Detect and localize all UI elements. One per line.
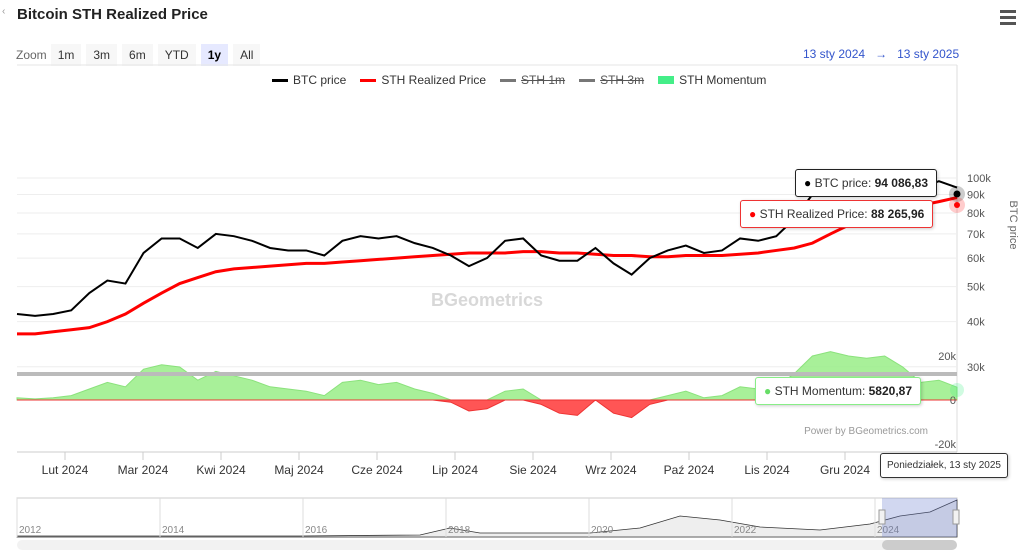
legend-sth-3m[interactable]: STH 3m	[579, 73, 644, 87]
navigator-year-label: 2022	[734, 525, 757, 536]
range-from[interactable]: 13 sty 2024	[803, 47, 866, 61]
zoom-1y-button[interactable]: 1y	[200, 44, 229, 66]
scrollbar-track[interactable]	[17, 540, 957, 550]
zoom-label: Zoom	[16, 48, 47, 62]
y-tick-label: 90k	[967, 190, 985, 202]
x-tick-label: Kwi 2024	[196, 463, 246, 477]
navigator-year-label: 2016	[305, 525, 328, 536]
legend-sth-realized-price[interactable]: STH Realized Price	[360, 73, 486, 87]
legend-btc-price[interactable]: BTC price	[272, 73, 346, 87]
x-tick-label: Lut 2024	[42, 463, 89, 477]
zoom-all-button[interactable]: All	[233, 44, 261, 66]
sth-hover-point	[954, 202, 960, 208]
scrollbar-thumb[interactable]	[882, 540, 957, 550]
hamburger-menu-icon[interactable]	[1000, 10, 1016, 28]
x-tick-label: Maj 2024	[274, 463, 324, 477]
x-tick-label: Lip 2024	[432, 463, 478, 477]
y-tick-label: 80k	[967, 208, 985, 220]
y2-tick-label: 0	[950, 395, 956, 407]
navigator-left-handle[interactable]	[878, 509, 886, 525]
date-range: 13 sty 2024 → 13 sty 2025	[803, 47, 959, 61]
legend-sth-momentum[interactable]: STH Momentum	[658, 73, 766, 87]
y-tick-label: 100k	[967, 173, 991, 185]
range-arrow: →	[875, 47, 888, 61]
x-tick-label: Lis 2024	[744, 463, 790, 477]
y-tick-label: 40k	[967, 317, 985, 329]
x-tick-label: Gru 2024	[820, 463, 870, 477]
tooltip-sth-momentum: ● STH Momentum: 5820,87	[755, 377, 922, 405]
y2-tick-label: 20k	[938, 351, 956, 363]
zoom-selector: Zoom 1m 3m 6m YTD 1y All	[16, 44, 265, 66]
btc-hover-point	[953, 190, 961, 198]
zoom-6m-button[interactable]: 6m	[122, 44, 153, 66]
credit-link[interactable]: Power by BGeometrics.com	[804, 426, 928, 437]
zoom-3m-button[interactable]: 3m	[86, 44, 118, 66]
navigator-year-label: 2020	[591, 525, 614, 536]
navigator-series	[16, 499, 958, 538]
navigator-selection[interactable]	[882, 498, 957, 537]
range-to[interactable]: 13 sty 2025	[897, 47, 960, 61]
chart-title: Bitcoin STH Realized Price	[17, 6, 208, 23]
navigator-year-label: 2024	[877, 525, 900, 536]
legend: BTC price STH Realized Price STH 1m STH …	[272, 73, 766, 87]
y-tick-label: 30k	[967, 362, 985, 374]
sth-momentum-positive-area	[16, 351, 958, 401]
y-tick-label: 60k	[967, 253, 985, 265]
navigator-year-label: 2018	[448, 525, 471, 536]
y2-tick-label: -20k	[935, 439, 957, 451]
x-tick-label: Paź 2024	[664, 463, 715, 477]
x-tick-label: Cze 2024	[351, 463, 403, 477]
zoom-1m-button[interactable]: 1m	[50, 44, 82, 66]
mom-hover-halo	[950, 383, 964, 397]
zoom-ytd-button[interactable]: YTD	[157, 44, 196, 66]
x-tick-label: Wrz 2024	[585, 463, 636, 477]
y-tick-label: 50k	[967, 282, 985, 294]
navigator-year-label: 2014	[162, 525, 185, 536]
navigator-year-label: 2012	[19, 525, 42, 536]
y-tick-label: 70k	[967, 229, 985, 241]
back-icon[interactable]: ‹	[2, 6, 6, 17]
tooltip-btc-price: ● BTC price: 94 086,83	[795, 169, 937, 197]
x-tick-label: Sie 2024	[509, 463, 557, 477]
sth-realized-price-line	[17, 196, 958, 336]
y-axis-title: BTC price	[1007, 201, 1019, 250]
tooltip-date: Poniedziałek, 13 sty 2025	[880, 453, 1008, 478]
tooltip-sth-realized-price: ● STH Realized Price: 88 265,96	[740, 200, 934, 228]
x-tick-label: Mar 2024	[118, 463, 169, 477]
watermark: BGeometrics	[431, 290, 543, 310]
navigator-right-handle[interactable]	[952, 509, 960, 525]
legend-sth-1m[interactable]: STH 1m	[500, 73, 565, 87]
